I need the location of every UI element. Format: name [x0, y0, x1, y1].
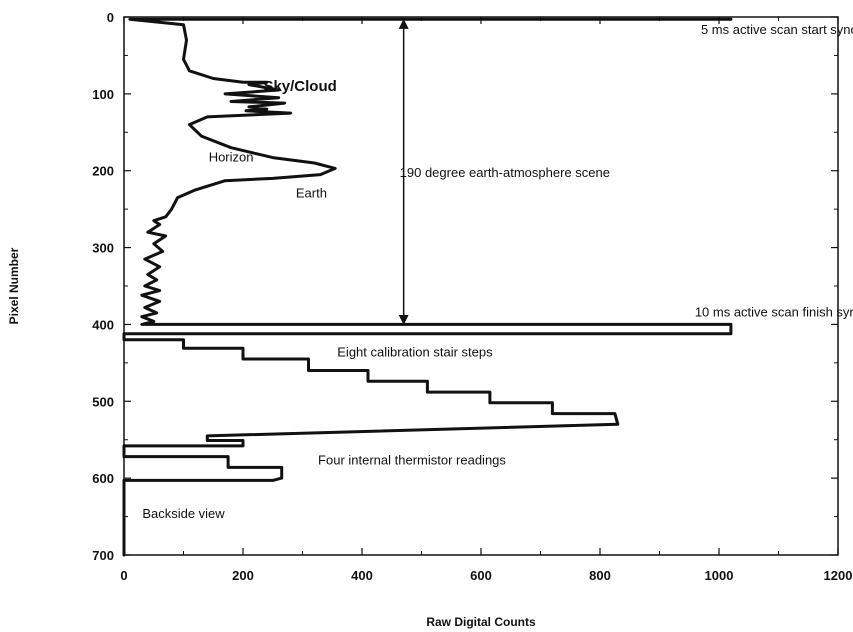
series-line — [122, 17, 733, 557]
annotations: 5 ms active scan start sync pulse Sky/Clo… — [142, 22, 853, 521]
y-tick-label: 500 — [92, 394, 114, 409]
annotation-label: Horizon — [209, 149, 254, 164]
x-tick-label: 0 — [120, 568, 127, 583]
plot-area — [122, 17, 733, 557]
annotation-label: 190 degree earth-atmosphere scene — [400, 165, 610, 180]
y-tick-label: 100 — [92, 87, 114, 102]
x-tick-label: 600 — [470, 568, 492, 583]
y-tick-label: 400 — [92, 317, 114, 332]
axes: 0 200 400 600 800 1000 1200 0 100 200 300 400 500 600… — [92, 10, 852, 583]
y-tick-label: 600 — [92, 471, 114, 486]
x-tick-label: 800 — [589, 568, 611, 583]
annotation-label: Backside view — [142, 506, 225, 521]
plot-frame — [123, 16, 839, 556]
y-tick-label: 700 — [92, 548, 114, 563]
annotation-label: Eight calibration stair steps — [337, 345, 493, 360]
annotation-label: 5 ms active scan start sync pulse — [701, 22, 853, 37]
x-tick-label: 1200 — [824, 568, 853, 583]
y-tick-label: 0 — [107, 10, 114, 25]
x-tick-label: 200 — [232, 568, 254, 583]
annotation-label: Four internal thermistor readings — [318, 452, 506, 467]
y-tick-label: 200 — [92, 164, 114, 179]
annotation-label: Earth — [296, 186, 327, 201]
annotation-label: Sky/Cloud — [263, 78, 336, 95]
y-axis-title: Pixel Number — [7, 247, 21, 324]
x-tick-label: 1000 — [705, 568, 734, 583]
annotation-label: 10 ms active scan finish sync pulse — [695, 305, 853, 320]
x-tick-label: 400 — [351, 568, 373, 583]
y-tick-label: 300 — [92, 241, 114, 256]
x-axis-title: Raw Digital Counts — [426, 615, 536, 629]
